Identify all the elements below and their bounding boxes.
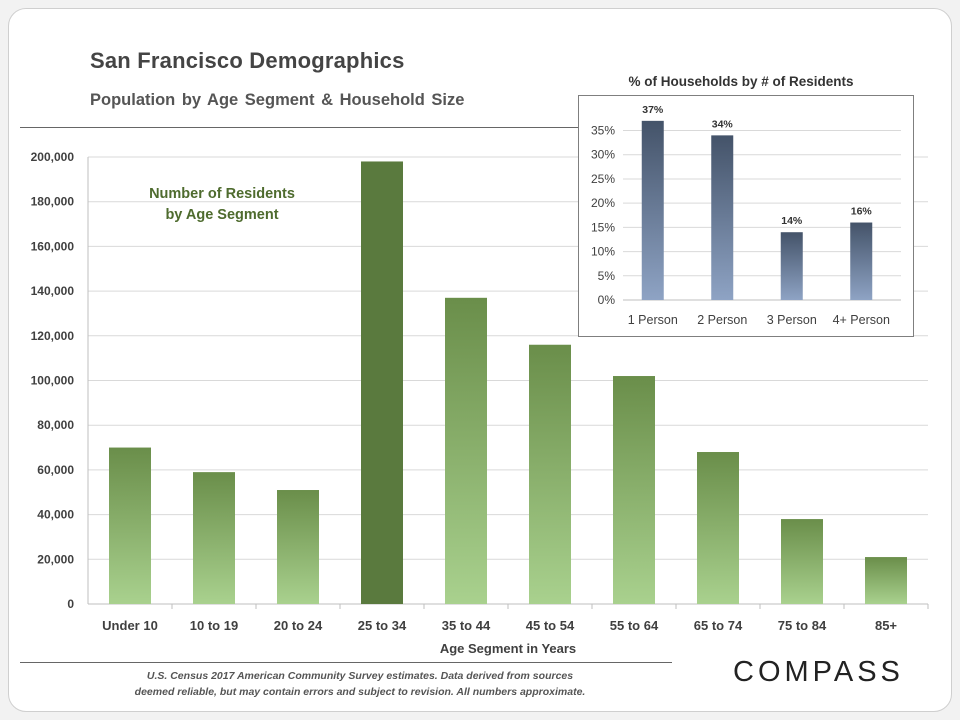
x-tick-label: 35 to 44 (442, 618, 491, 633)
inset-bar-2-person (711, 135, 734, 300)
y-tick-label: 40,000 (37, 508, 74, 522)
y-tick-label: 0 (67, 597, 74, 611)
inset-data-label: 14% (781, 215, 803, 227)
y-tick-label: 60,000 (37, 463, 74, 477)
page-title: San Francisco Demographics (90, 48, 405, 73)
x-tick-label: 20 to 24 (274, 618, 323, 633)
x-tick-label: 45 to 54 (526, 618, 575, 633)
x-tick-label: 25 to 34 (358, 618, 407, 633)
inset-bar-3-person (780, 232, 803, 300)
main-chart-title-line-1: Number of Residents (149, 186, 295, 202)
x-tick-label: 75 to 84 (778, 618, 827, 633)
x-tick-label: 65 to 74 (694, 618, 743, 633)
inset-x-tick-label: 2 Person (697, 313, 747, 327)
bar-25-to-34 (361, 161, 403, 604)
y-tick-label: 80,000 (37, 418, 74, 432)
bar-under-10 (109, 447, 151, 604)
inset-data-label: 34% (712, 118, 734, 130)
household-size-bar-chart: 0% 5% 10% 15% 20% 25% 30% 35% 37% 1 Person 34% 2 Pe… (591, 104, 901, 327)
main-chart-title-line-2: by Age Segment (165, 207, 279, 223)
inset-x-tick-label: 1 Person (628, 313, 678, 327)
x-axis-title: Age Segment in Years (440, 641, 576, 656)
source-footnote: U.S. Census 2017 American Community Surv… (40, 668, 680, 700)
inset-data-label: 37% (642, 104, 664, 116)
inset-x-tick-label: 4+ Person (833, 313, 890, 327)
inset-bar-4-person (850, 222, 873, 300)
bar-20-to-24 (277, 490, 319, 604)
y-tick-label: 20,000 (37, 552, 74, 566)
bar-65-to-74 (697, 452, 739, 604)
inset-chart-title: % of Households by # of Residents (628, 74, 854, 89)
bar-45-to-54 (529, 344, 571, 604)
household-size-inset: 0% 5% 10% 15% 20% 25% 30% 35% 37% 1 Person 34% 2 Pe… (578, 95, 914, 337)
x-tick-label: 55 to 64 (610, 618, 659, 633)
y-tick-label: 140,000 (31, 284, 75, 298)
inset-data-label: 16% (851, 206, 873, 218)
main-chart-title: Number of Residents by Age Segment (112, 184, 332, 226)
inset-y-tick-label: 25% (591, 172, 615, 186)
bar-55-to-64 (613, 376, 655, 604)
x-tick-label: 10 to 19 (190, 618, 238, 633)
y-tick-label: 100,000 (31, 374, 75, 388)
inset-y-tick-label: 5% (598, 269, 616, 283)
source-line-2: deemed reliable, but may contain errors … (134, 686, 586, 698)
bar-35-to-44 (445, 297, 487, 604)
inset-x-tick-label: 3 Person (767, 313, 817, 327)
source-line-1: U.S. Census 2017 American Community Surv… (146, 670, 574, 682)
x-tick-label: Under 10 (102, 618, 158, 633)
y-tick-label: 160,000 (31, 239, 75, 253)
bar-85 (865, 557, 907, 604)
y-tick-label: 200,000 (31, 150, 75, 164)
inset-y-tick-label: 10% (591, 245, 615, 259)
inset-y-tick-label: 30% (591, 148, 615, 162)
y-tick-label: 120,000 (31, 329, 75, 343)
x-tick-label: 85+ (875, 618, 897, 633)
inset-y-tick-label: 15% (591, 220, 615, 234)
page-subtitle: Population by Age Segment & Household Si… (90, 91, 465, 109)
bottom-divider (20, 662, 672, 663)
top-divider (20, 127, 580, 128)
inset-y-tick-label: 0% (598, 293, 616, 307)
bar-10-to-19 (193, 472, 235, 604)
y-tick-label: 180,000 (31, 195, 75, 209)
bar-75-to-84 (781, 519, 823, 604)
compass-logo: COMPASS (733, 656, 904, 688)
inset-y-tick-label: 20% (591, 196, 615, 210)
inset-bar-1-person (641, 120, 664, 300)
inset-y-tick-label: 35% (591, 124, 615, 138)
